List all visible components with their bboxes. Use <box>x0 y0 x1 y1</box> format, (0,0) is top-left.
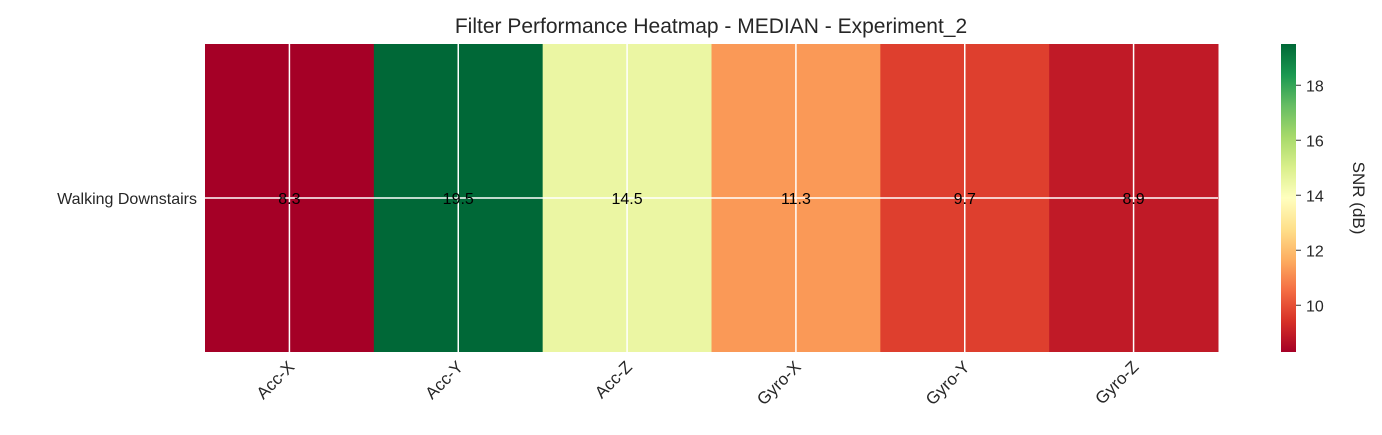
column-label: Gyro-Z <box>1092 357 1143 408</box>
colorbar-label: SNR (dB) <box>1349 162 1368 235</box>
row-label: Walking Downstairs <box>57 191 197 208</box>
cell-value-label: 8.3 <box>278 191 300 208</box>
cell-value-label: 8.9 <box>1122 191 1144 208</box>
colorbar-tick-label: 18 <box>1306 78 1324 95</box>
chart-title: Filter Performance Heatmap - MEDIAN - Ex… <box>455 15 967 38</box>
colorbar-tick-label: 10 <box>1306 298 1324 315</box>
column-label: Gyro-Y <box>922 357 974 409</box>
column-label: Gyro-X <box>753 357 805 409</box>
column-label: Acc-Z <box>591 357 636 402</box>
cell-value-label: 9.7 <box>954 191 976 208</box>
cell-value-label: 14.5 <box>612 191 643 208</box>
column-label: Acc-Y <box>422 357 467 402</box>
colorbar-tick-label: 16 <box>1306 133 1324 150</box>
colorbar-ticks: 10 12 14 16 18 <box>1296 78 1324 315</box>
cell-value-labels: 8.3 19.5 14.5 11.3 9.7 8.9 <box>278 191 1145 208</box>
colorbar-tick-label: 14 <box>1306 188 1324 205</box>
column-label: Acc-X <box>253 357 298 402</box>
colorbar-tick-label: 12 <box>1306 243 1324 260</box>
colorbar: 10 12 14 16 18 SNR (dB) <box>1281 44 1368 352</box>
x-tick-labels: Acc-X Acc-Y Acc-Z Gyro-X Gyro-Y Gyro-Z <box>253 357 1143 409</box>
colorbar-gradient <box>1281 44 1296 352</box>
cell-value-label: 11.3 <box>781 191 811 208</box>
y-tick-labels: Walking Downstairs <box>57 191 197 208</box>
grid-lines <box>205 44 1218 352</box>
cell-value-label: 19.5 <box>443 191 474 208</box>
